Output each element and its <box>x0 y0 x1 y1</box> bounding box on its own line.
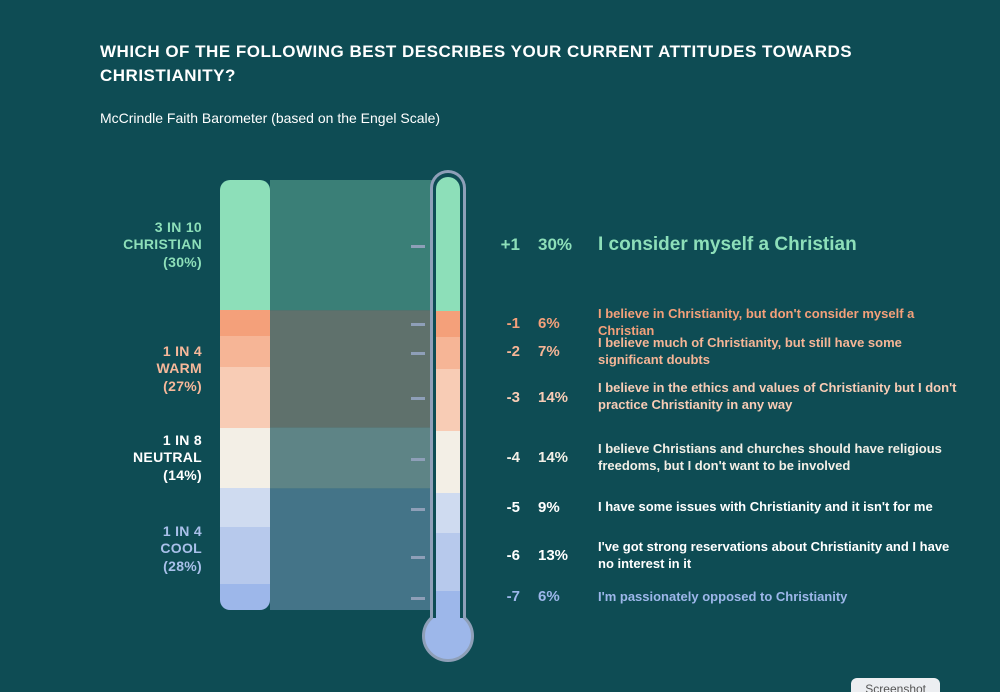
scale-value: -5 <box>490 499 520 516</box>
scale-value: -6 <box>490 547 520 564</box>
thermo-segment <box>436 591 460 618</box>
thermo-tick <box>411 597 425 600</box>
pct-value: 7% <box>538 343 580 360</box>
thermo-tick <box>411 397 425 400</box>
summary-ratio: 3 IN 10 <box>123 219 202 237</box>
summary-pct: (14%) <box>133 467 202 485</box>
summary-labels: 3 IN 10CHRISTIAN(30%)1 IN 4WARM(27%)1 IN… <box>100 180 210 610</box>
screenshot-badge: Screenshot <box>851 678 940 692</box>
pct-value: 14% <box>538 449 580 466</box>
summary-name: COOL <box>160 540 202 558</box>
detail-row: -4 14% I believe Christians and churches s… <box>490 438 970 478</box>
scale-value: -2 <box>490 343 520 360</box>
row-description: I believe much of Christianity, but stil… <box>598 335 970 369</box>
thermo-segment <box>436 369 460 431</box>
thermometer-fill <box>436 177 460 618</box>
connector-warm <box>270 310 440 427</box>
pct-value: 30% <box>538 235 580 255</box>
summary-ratio: 1 IN 8 <box>133 432 202 450</box>
chart-area: 3 IN 10CHRISTIAN(30%)1 IN 4WARM(27%)1 IN… <box>100 170 970 692</box>
summary-stacked-bar <box>220 180 270 610</box>
summary-label-neutral: 1 IN 8NEUTRAL(14%) <box>133 428 202 489</box>
pct-value: 13% <box>538 547 580 564</box>
summary-pct: (28%) <box>160 558 202 576</box>
summary-label-warm: 1 IN 4WARM(27%) <box>156 310 202 427</box>
summary-name: CHRISTIAN <box>123 236 202 254</box>
thermo-segment <box>436 337 460 368</box>
pct-value: 14% <box>538 389 580 406</box>
summary-segment-warm <box>220 310 270 427</box>
detail-row: -6 13% I've got strong reservations about … <box>490 536 970 576</box>
detail-row: -5 9% I have some issues with Christianity… <box>490 488 970 528</box>
thermo-segment <box>436 311 460 338</box>
thermo-tick <box>411 508 425 511</box>
thermo-segment <box>436 177 460 311</box>
chart-title: WHICH OF THE FOLLOWING BEST DESCRIBES YO… <box>100 40 900 88</box>
summary-label-christian: 3 IN 10CHRISTIAN(30%) <box>123 180 202 310</box>
pct-value: 6% <box>538 315 580 332</box>
thermo-segment <box>436 431 460 493</box>
thermo-tick <box>411 556 425 559</box>
summary-pct: (30%) <box>123 254 202 272</box>
thermometer <box>425 170 471 680</box>
thermo-segment <box>436 493 460 533</box>
detail-row: -2 7% I believe much of Christianity, but … <box>490 332 970 372</box>
row-description: I believe Christians and churches should… <box>598 441 970 475</box>
row-description: I'm passionately opposed to Christianity <box>598 589 970 606</box>
row-description: I consider myself a Christian <box>598 233 970 258</box>
scale-value: -3 <box>490 389 520 406</box>
summary-ratio: 1 IN 4 <box>160 523 202 541</box>
scale-value: -4 <box>490 449 520 466</box>
thermo-tick <box>411 245 425 248</box>
summary-name: WARM <box>156 360 202 378</box>
summary-segment-cool <box>220 488 270 610</box>
thermo-tick <box>411 458 425 461</box>
summary-label-cool: 1 IN 4COOL(28%) <box>160 488 202 610</box>
thermo-tick <box>411 323 425 326</box>
scale-value: -7 <box>490 588 520 605</box>
summary-segment-christian <box>220 180 270 310</box>
summary-ratio: 1 IN 4 <box>156 343 202 361</box>
detail-row: -7 6% I'm passionately opposed to Christia… <box>490 577 970 617</box>
pct-value: 6% <box>538 588 580 605</box>
summary-pct: (27%) <box>156 378 202 396</box>
thermo-segment <box>436 533 460 591</box>
detail-row: -3 14% I believe in the ethics and values … <box>490 377 970 417</box>
chart-subtitle: McCrindle Faith Barometer (based on the … <box>100 110 900 126</box>
summary-name: NEUTRAL <box>133 449 202 467</box>
scale-value: +1 <box>490 235 520 255</box>
summary-segment-neutral <box>220 428 270 489</box>
row-description: I believe in the ethics and values of Ch… <box>598 380 970 414</box>
row-description: I've got strong reservations about Chris… <box>598 539 970 573</box>
row-description: I have some issues with Christianity and… <box>598 499 970 516</box>
scale-value: -1 <box>490 315 520 332</box>
pct-value: 9% <box>538 499 580 516</box>
thermo-tick <box>411 352 425 355</box>
thermometer-tube <box>430 170 466 618</box>
detail-row: +1 30% I consider myself a Christian <box>490 225 970 265</box>
connector-cool <box>270 488 440 610</box>
detail-rows: +1 30% I consider myself a Christian -1 6% I … <box>490 180 970 610</box>
